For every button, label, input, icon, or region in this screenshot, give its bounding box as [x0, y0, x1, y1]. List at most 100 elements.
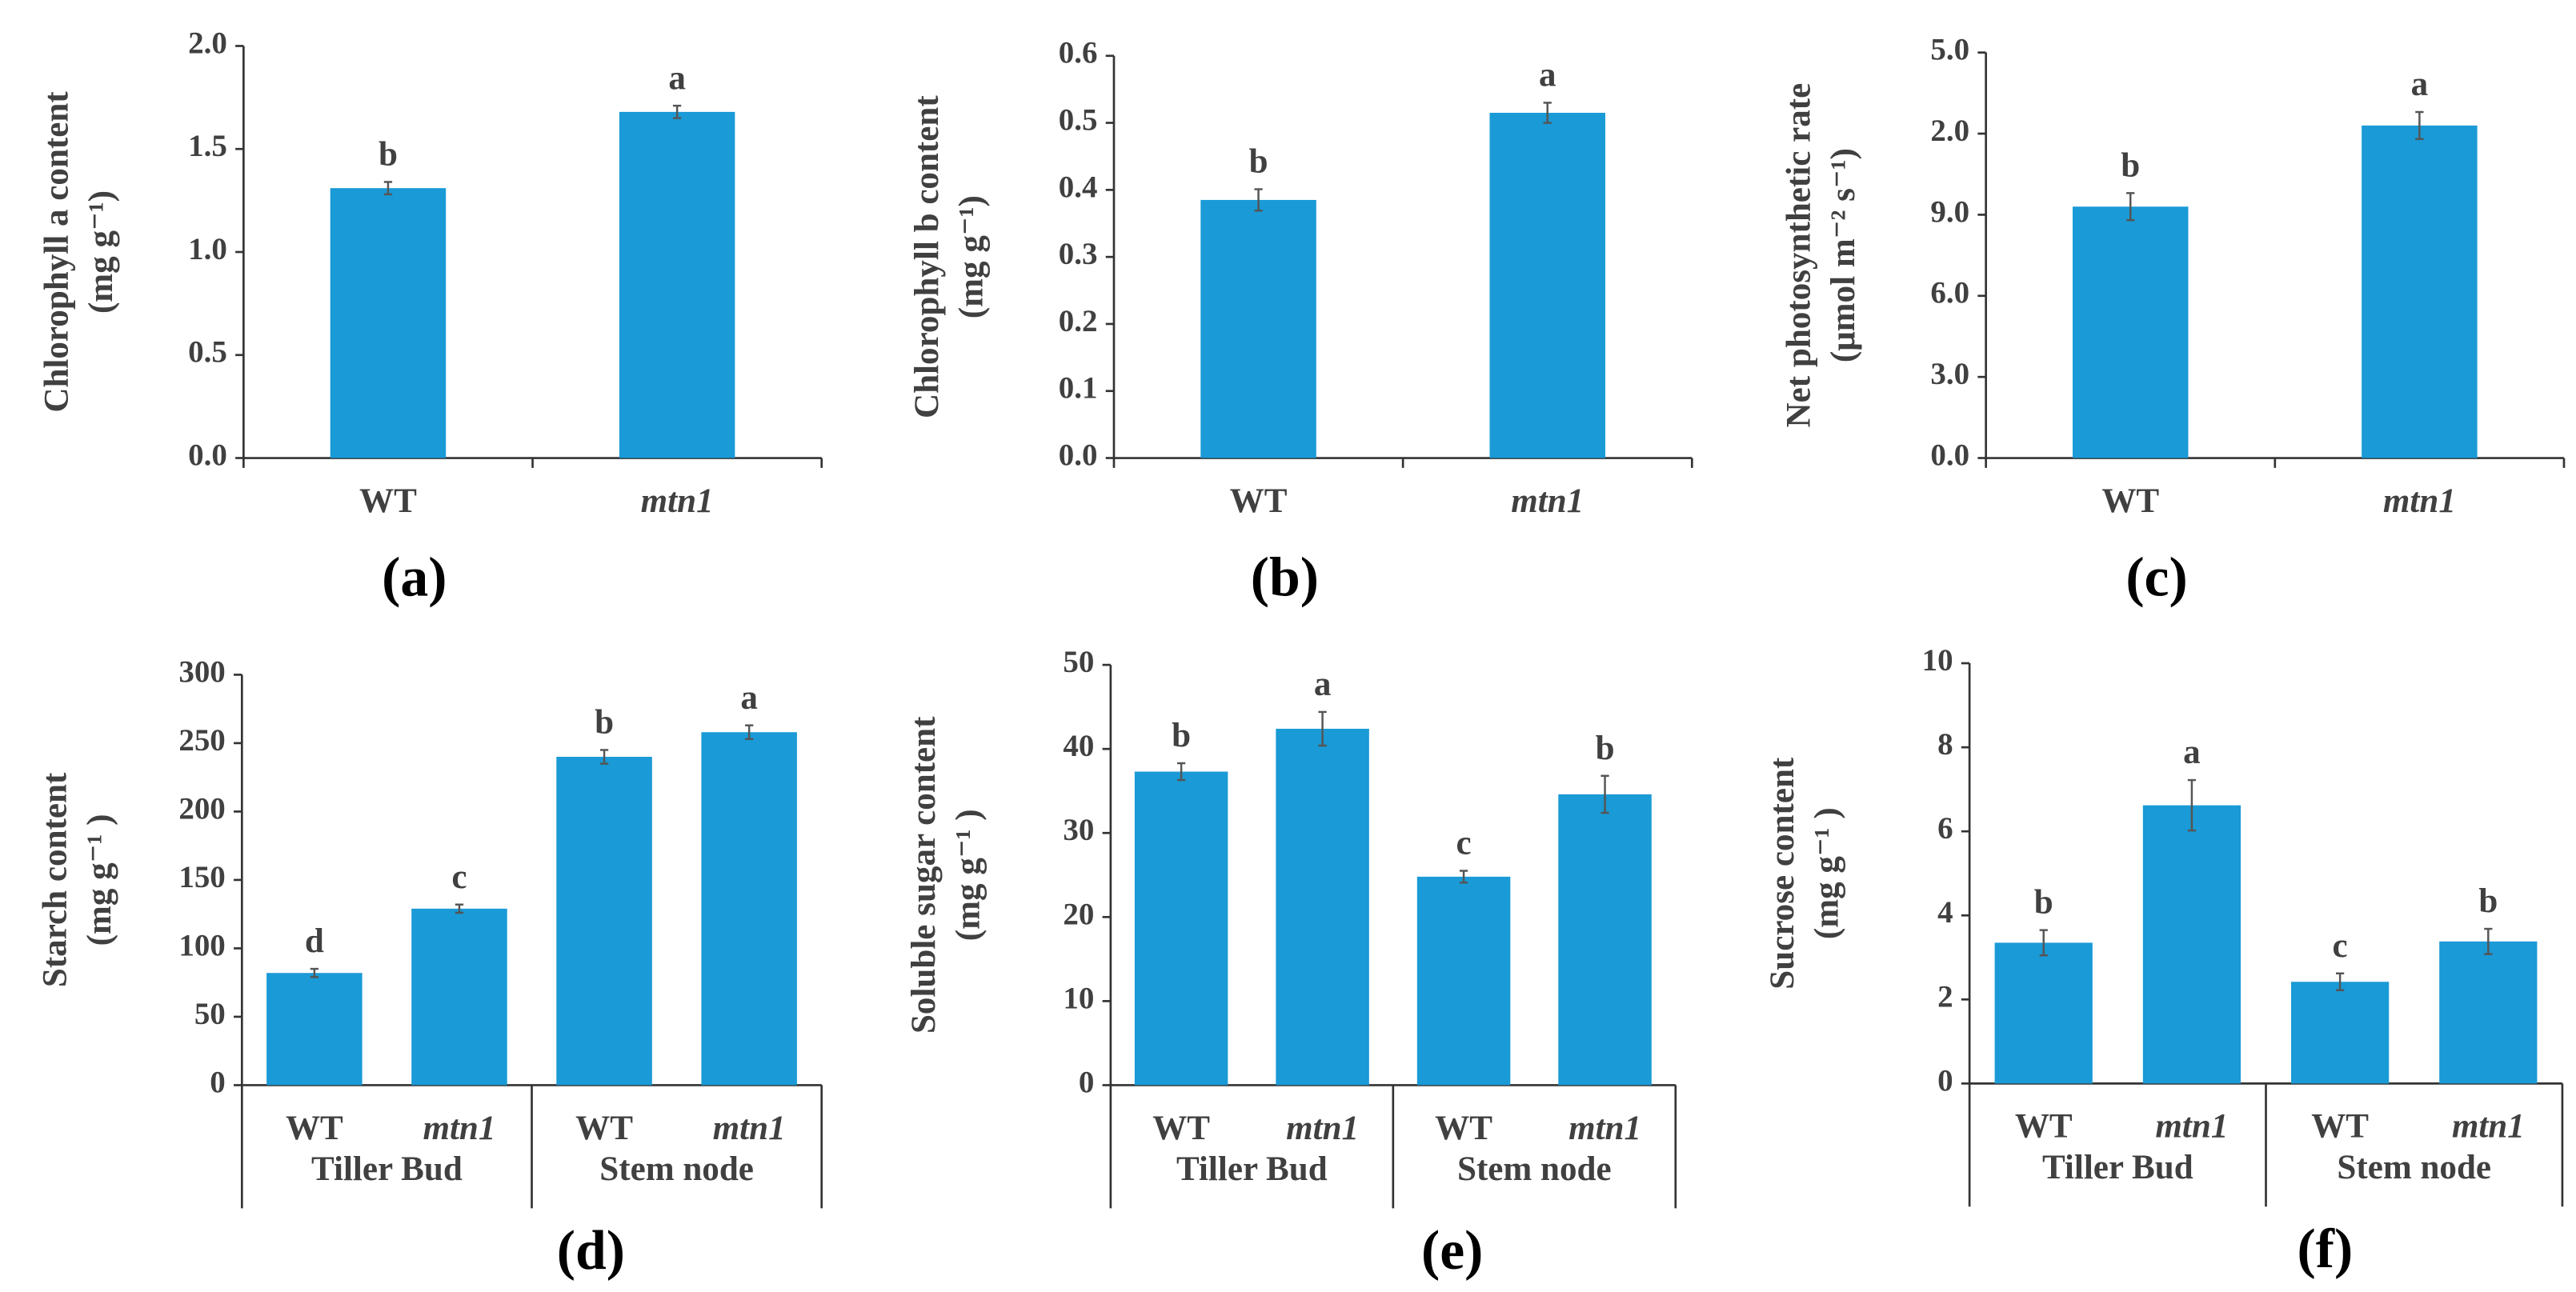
significance-letter: d [305, 922, 324, 960]
x-tick-label: WT [359, 482, 417, 520]
y-tick-label: 2 [1937, 979, 1953, 1014]
y-tick-label: 5.0 [1930, 33, 1969, 67]
x-tick-label: WT [286, 1110, 343, 1147]
y-axis-label: Soluble sugar content [905, 716, 943, 1034]
significance-letter: b [379, 136, 398, 174]
bar [1558, 794, 1652, 1086]
y-axis-label: Starch content [36, 772, 74, 987]
y-tick-label: 40 [1063, 729, 1094, 763]
y-tick-label: 0.0 [188, 438, 227, 472]
bar [411, 908, 507, 1086]
significance-letter: a [740, 679, 758, 717]
y-tick-label: 0 [210, 1065, 225, 1099]
significance-letter: b [1596, 730, 1615, 767]
y-tick-label: 200 [178, 791, 225, 826]
y-tick-label: 3.0 [1930, 357, 1969, 391]
x-tick-label: mtn1 [1568, 1110, 1641, 1147]
y-tick-label: 0 [1079, 1065, 1094, 1099]
x-tick-label: mtn1 [2452, 1108, 2525, 1146]
x-tick-label: mtn1 [2155, 1108, 2228, 1146]
bar [2362, 125, 2478, 458]
y-axis-label: Chlorophyll b content [908, 95, 946, 418]
bar [1994, 942, 2093, 1084]
y-axis-label: (mg g⁻¹) [82, 190, 120, 314]
bar [2439, 941, 2538, 1084]
y-tick-label: 0.6 [1059, 36, 1098, 70]
group-label: Tiller Bud [2042, 1149, 2193, 1186]
y-tick-label: 0.4 [1059, 170, 1098, 204]
panel-label: (d) [557, 1220, 625, 1282]
y-tick-label: 10 [1063, 981, 1094, 1015]
bar [330, 188, 447, 458]
y-tick-label: 20 [1063, 897, 1094, 931]
y-tick-label: 150 [178, 860, 225, 894]
y-tick-label: 0.1 [1059, 371, 1098, 406]
y-axis-label: Chlorophyll a content [38, 91, 75, 413]
bar [701, 732, 797, 1086]
y-tick-label: 6.0 [1930, 276, 1969, 310]
y-tick-label: 8 [1937, 727, 1953, 762]
bar [1276, 728, 1369, 1086]
y-tick-label: 0.5 [188, 335, 227, 370]
y-tick-label: 0 [1937, 1063, 1953, 1098]
bar [266, 973, 363, 1086]
x-tick-label: WT [2311, 1108, 2369, 1146]
y-tick-label: 250 [178, 723, 225, 758]
x-tick-label: mtn1 [1286, 1110, 1359, 1147]
y-tick-label: 1.0 [188, 232, 227, 266]
y-axis-label: (mg g⁻¹) [952, 195, 990, 318]
y-tick-label: 9.0 [1930, 194, 1969, 229]
significance-letter: a [1539, 57, 1556, 94]
x-tick-label: WT [2101, 482, 2159, 520]
significance-letter: b [595, 704, 614, 742]
significance-letter: a [1314, 666, 1332, 703]
significance-letter: c [2333, 927, 2348, 965]
y-tick-label: 0.5 [1059, 103, 1098, 138]
y-axis-label: Sucrose content [1764, 757, 1801, 990]
bar [1416, 876, 1511, 1086]
y-tick-label: 0.3 [1059, 237, 1098, 271]
y-tick-label: 4 [1937, 895, 1953, 930]
significance-letter: b [1249, 143, 1268, 181]
bar [1134, 771, 1228, 1086]
panel-label: (c) [2125, 547, 2187, 609]
significance-letter: b [2121, 146, 2140, 184]
group-label: Stem node [599, 1150, 754, 1188]
y-axis-label: (mg g⁻¹ ) [1809, 807, 1846, 939]
y-tick-label: 0.2 [1059, 304, 1098, 338]
y-tick-label: 100 [178, 928, 225, 962]
x-tick-label: WT [1230, 482, 1288, 520]
y-tick-label: 50 [194, 997, 226, 1031]
panel-label: (e) [1421, 1220, 1483, 1282]
x-tick-label: mtn1 [423, 1110, 495, 1147]
significance-letter: b [1172, 717, 1191, 754]
x-tick-label: WT [575, 1110, 633, 1147]
y-tick-label: 2.0 [188, 26, 227, 60]
y-tick-label: 0.0 [1930, 438, 1969, 472]
significance-letter: b [2034, 884, 2053, 922]
significance-letter: c [1456, 825, 1472, 862]
x-tick-label: WT [1435, 1110, 1492, 1147]
group-label: Tiller Bud [311, 1150, 463, 1188]
group-label: Tiller Bud [1176, 1150, 1328, 1188]
x-tick-label: WT [2015, 1108, 2073, 1146]
x-tick-label: WT [1152, 1110, 1210, 1147]
significance-letter: b [2478, 882, 2498, 920]
bar [1200, 199, 1316, 458]
bar [619, 111, 735, 458]
significance-letter: c [451, 858, 467, 896]
bar [2072, 206, 2189, 458]
y-axis-label: (mg g⁻¹ ) [949, 809, 987, 941]
y-tick-label: 6 [1937, 811, 1953, 846]
panel-label: (f) [2298, 1218, 2354, 1280]
panel-label: (a) [382, 547, 447, 609]
significance-letter: a [2183, 734, 2201, 771]
y-axis-label: (μmol m⁻² s⁻¹) [1825, 148, 1862, 362]
y-tick-label: 30 [1063, 813, 1094, 847]
significance-letter: a [2411, 66, 2429, 103]
x-tick-label: mtn1 [2383, 482, 2456, 520]
group-label: Stem node [2337, 1149, 2491, 1186]
bar [556, 757, 652, 1086]
bar [2142, 805, 2241, 1084]
